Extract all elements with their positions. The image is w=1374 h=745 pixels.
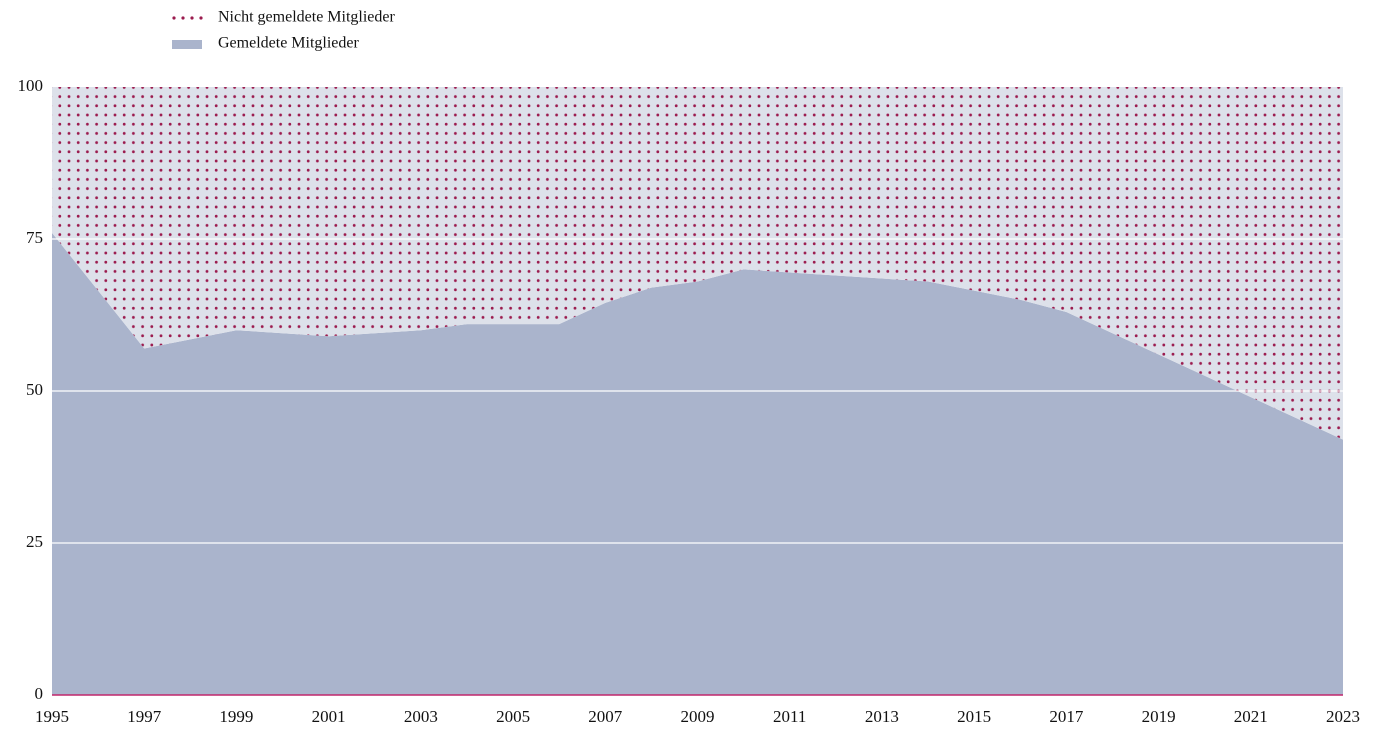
x-tick-label: 2023 bbox=[1326, 707, 1360, 726]
area bbox=[52, 87, 1343, 440]
area bbox=[52, 232, 1343, 696]
legend-label: Gemeldete Mitglieder bbox=[218, 35, 360, 52]
y-tick-label: 25 bbox=[26, 532, 43, 551]
y-tick-label: 50 bbox=[26, 380, 43, 399]
legend-swatch bbox=[172, 16, 176, 20]
legend-swatch bbox=[190, 16, 194, 20]
legend-label: Nicht gemeldete Mitglieder bbox=[218, 9, 396, 26]
x-tick-label: 2003 bbox=[404, 707, 438, 726]
x-tick-label: 2005 bbox=[496, 707, 530, 726]
x-tick-label: 2013 bbox=[865, 707, 899, 726]
x-tick-label: 2021 bbox=[1234, 707, 1268, 726]
legend-swatch bbox=[199, 16, 203, 20]
x-tick-label: 2015 bbox=[957, 707, 991, 726]
legend-swatch bbox=[172, 40, 202, 49]
x-tick-label: 1997 bbox=[127, 707, 162, 726]
y-tick-label: 0 bbox=[35, 684, 44, 703]
x-tick-label: 2019 bbox=[1142, 707, 1176, 726]
x-tick-label: 2017 bbox=[1049, 707, 1084, 726]
legend-swatch bbox=[181, 16, 185, 20]
y-tick-label: 100 bbox=[18, 76, 44, 95]
x-tick-label: 1995 bbox=[35, 707, 69, 726]
x-tick-label: 2009 bbox=[681, 707, 715, 726]
x-tick-label: 2007 bbox=[588, 707, 623, 726]
x-tick-label: 2011 bbox=[773, 707, 806, 726]
x-tick-label: 1999 bbox=[219, 707, 253, 726]
x-tick-label: 2001 bbox=[312, 707, 346, 726]
y-tick-label: 75 bbox=[26, 228, 43, 247]
